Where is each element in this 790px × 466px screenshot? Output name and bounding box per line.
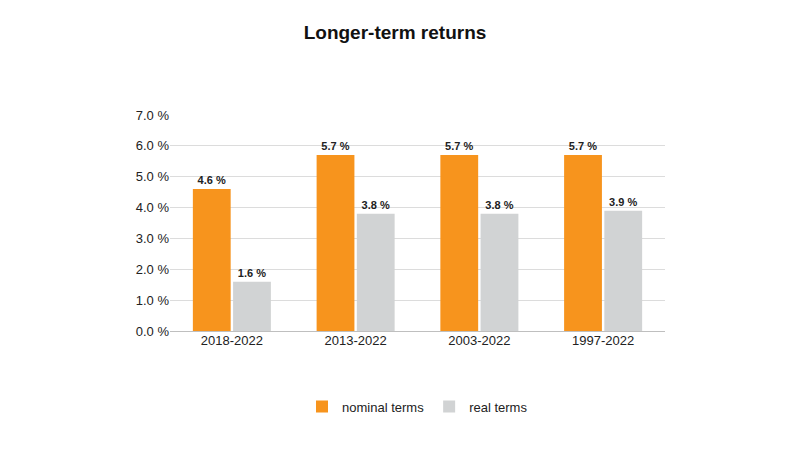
svg-text:7.0 %: 7.0 % [136,108,170,123]
svg-text:0.0 %: 0.0 % [136,324,170,339]
svg-text:6.0 %: 6.0 % [136,138,170,153]
svg-text:3.0 %: 3.0 % [136,231,170,246]
svg-text:3.9 %: 3.9 % [609,196,637,208]
svg-text:4.0 %: 4.0 % [136,200,170,215]
svg-text:3.8 %: 3.8 % [485,199,513,211]
svg-text:2.0 %: 2.0 % [136,262,170,277]
svg-text:5.7 %: 5.7 % [569,140,597,152]
svg-text:5.7 %: 5.7 % [445,140,473,152]
svg-text:5.7 %: 5.7 % [321,140,349,152]
svg-text:3.8 %: 3.8 % [362,199,390,211]
svg-text:2018-2022: 2018-2022 [201,333,263,348]
svg-text:1.6 %: 1.6 % [238,267,266,279]
svg-text:5.0 %: 5.0 % [136,169,170,184]
svg-text:4.6 %: 4.6 % [198,174,226,186]
svg-text:nominal terms: nominal terms [342,400,424,415]
svg-text:Longer-term returns: Longer-term returns [304,22,487,43]
svg-text:real terms: real terms [469,400,527,415]
svg-text:1997-2022: 1997-2022 [572,333,634,348]
svg-text:2013-2022: 2013-2022 [325,333,387,348]
svg-text:1.0 %: 1.0 % [136,293,170,308]
svg-text:2003-2022: 2003-2022 [448,333,510,348]
